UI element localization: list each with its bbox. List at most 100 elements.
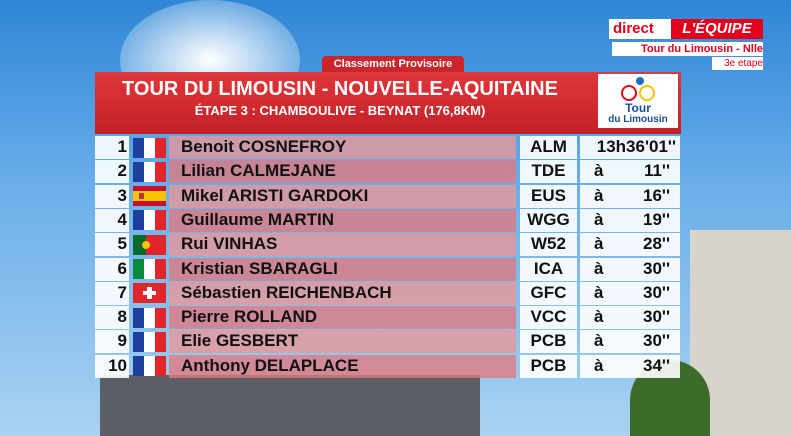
- row-bg: [169, 233, 516, 257]
- time-bg: [580, 330, 680, 354]
- flag: [133, 210, 166, 231]
- rider-name: Kristian SBARAGLI: [181, 258, 338, 278]
- rider-name: Anthony DELAPLACE: [181, 355, 359, 375]
- row-rank-bg: [95, 136, 129, 159]
- time-bg: [580, 136, 680, 159]
- time-prefix: à: [594, 185, 604, 205]
- time-gap: 30'': [643, 282, 670, 302]
- team-bg: [520, 281, 577, 305]
- row-bg: [169, 257, 516, 281]
- team: W52: [531, 234, 566, 254]
- row-bg: [169, 281, 516, 305]
- rider-name: Rui VINHAS: [181, 234, 278, 254]
- badge: Classement Provisoire: [322, 56, 464, 72]
- title: TOUR DU LIMOUSIN - NOUVELLE-AQUITAINE: [122, 78, 558, 100]
- flag: [133, 137, 166, 158]
- direct-label: direct: [613, 20, 654, 37]
- team: PCB: [530, 355, 567, 375]
- team: ICA: [533, 258, 564, 278]
- flag: [133, 356, 166, 377]
- rider-name: Sébastien REICHENBACH: [181, 282, 392, 302]
- row-bg: [169, 136, 516, 159]
- rank: 3: [117, 185, 127, 205]
- row-rank-bg: [95, 160, 129, 184]
- rank: 9: [117, 331, 127, 351]
- time-prefix: à: [594, 282, 604, 302]
- house: [100, 375, 480, 436]
- team: PCB: [530, 331, 567, 351]
- rank: 10: [108, 355, 127, 375]
- rank: 4: [117, 209, 127, 229]
- rider-name: Guillaume MARTIN: [181, 209, 335, 229]
- team-bg: [520, 160, 577, 184]
- time-prefix: à: [594, 355, 604, 375]
- team: WGG: [527, 209, 570, 229]
- time-prefix: à: [594, 161, 604, 181]
- time-prefix: à: [594, 331, 604, 351]
- logo: Tour du Limousin: [598, 74, 678, 128]
- row-bg: [169, 306, 516, 330]
- row-rank-bg: [95, 208, 129, 232]
- row-rank-bg: [95, 184, 129, 208]
- row-bg: [169, 354, 516, 378]
- team-bg: [520, 257, 577, 281]
- row-bg: [169, 160, 516, 184]
- flag: [133, 259, 166, 279]
- row-rank-bg: [95, 330, 129, 354]
- channel-logo: L'ÉQUIPE: [671, 19, 763, 39]
- header-band: TOUR DU LIMOUSIN - NOUVELLE-AQUITAINE ÉT…: [95, 72, 681, 134]
- rider-name: Elie GESBERT: [181, 331, 299, 351]
- row-bg: [169, 330, 516, 354]
- time-bg: [580, 257, 680, 281]
- team-bg: [520, 330, 577, 354]
- row-bg: [169, 208, 516, 232]
- team-bg: [520, 208, 577, 232]
- flag: [133, 283, 166, 304]
- row-rank-bg: [95, 233, 129, 257]
- time: 13h36'01'': [596, 137, 676, 156]
- stage-label: 3e etape: [712, 57, 763, 70]
- time-prefix: à: [594, 258, 604, 278]
- rider-name: Lilian CALMEJANE: [181, 161, 336, 181]
- rider-name: Benoit COSNEFROY: [181, 137, 347, 156]
- time-prefix: à: [594, 307, 604, 327]
- rider-name: Mikel ARISTI GARDOKI: [181, 185, 369, 205]
- team-bg: [520, 136, 577, 159]
- team-bg: [520, 354, 577, 378]
- time-gap: 30'': [643, 258, 670, 278]
- rider-name: Pierre ROLLAND: [181, 307, 318, 327]
- row-rank-bg: [95, 257, 129, 281]
- rank: 7: [117, 282, 127, 302]
- time-bg: [580, 354, 680, 378]
- team: EUS: [531, 185, 566, 205]
- time-prefix: à: [594, 234, 604, 254]
- rank: 6: [117, 258, 127, 278]
- event-label: Tour du Limousin - Nlle Aquitaine: [612, 42, 763, 69]
- team-bg: [520, 233, 577, 257]
- row-bg: [169, 184, 516, 208]
- time-bg: [580, 208, 680, 232]
- row-rank-bg: [95, 354, 129, 378]
- rank: 8: [117, 307, 127, 327]
- rank: 2: [117, 161, 127, 181]
- team: ALM: [530, 137, 567, 156]
- time-gap: 19'': [643, 209, 670, 229]
- time-gap: 34'': [643, 355, 670, 375]
- team-bg: [520, 306, 577, 330]
- flag: [133, 234, 166, 255]
- row-rank-bg: [95, 281, 129, 305]
- time-bg: [580, 281, 680, 305]
- time-gap: 30'': [643, 307, 670, 327]
- logo-bike: [621, 77, 655, 101]
- time-bg: [580, 160, 680, 184]
- logo-bottom: du Limousin: [608, 114, 668, 125]
- time-gap: 16'': [643, 185, 670, 205]
- flag: [133, 186, 166, 207]
- row-rank-bg: [95, 306, 129, 330]
- time-bg: [580, 306, 680, 330]
- team: VCC: [530, 307, 567, 327]
- time-gap: 28'': [643, 234, 670, 254]
- subtitle: ÉTAPE 3 : CHAMBOULIVE - BEYNAT (176,8KM): [194, 103, 486, 118]
- time-bg: [580, 233, 680, 257]
